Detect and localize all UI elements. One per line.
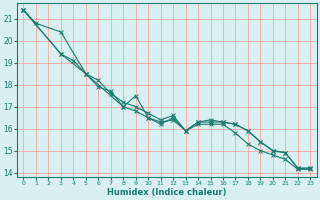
X-axis label: Humidex (Indice chaleur): Humidex (Indice chaleur) xyxy=(107,188,227,197)
